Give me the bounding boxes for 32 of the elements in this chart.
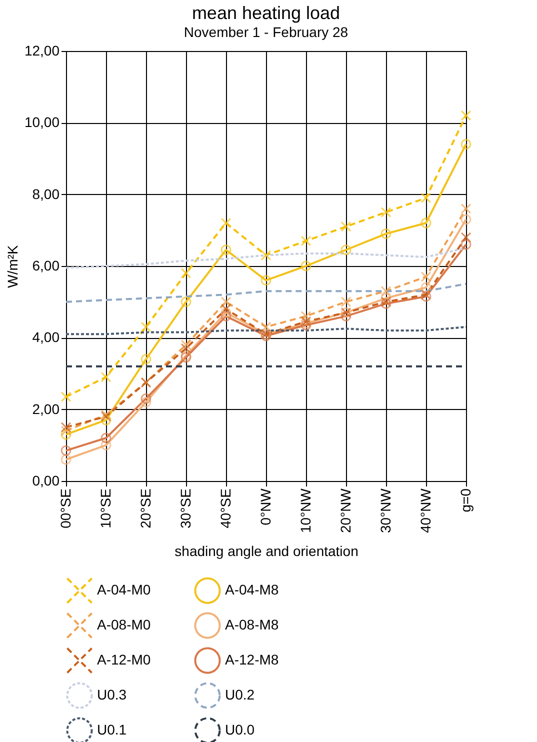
legend-label: A-12-M8	[225, 652, 279, 668]
legend-label: A-08-M0	[97, 616, 151, 632]
x-tick-label: 10°SE	[98, 488, 114, 528]
legend-label: A-12-M0	[97, 652, 151, 668]
legend-label: A-04-M8	[225, 582, 279, 598]
y-tick-label: 2,00	[32, 400, 60, 417]
x-tick-label: 0°NW	[258, 488, 274, 526]
chart-title: mean heating load	[192, 3, 340, 23]
x-tick-label: 40°SE	[218, 488, 234, 528]
x-tick-label: g=0	[458, 488, 474, 512]
x-tick-label: 30°SE	[178, 488, 194, 528]
x-tick-label: 00°SE	[58, 488, 74, 528]
y-tick-label: 8,00	[32, 186, 60, 202]
legend-label: A-08-M8	[225, 616, 279, 632]
y-tick-label: 6,00	[32, 258, 60, 274]
legend-label: U0.1	[97, 722, 127, 738]
x-tick-label: 20°NW	[338, 488, 354, 533]
legend-label: A-04-M0	[97, 582, 151, 598]
chart-subtitle: November 1 - February 28	[184, 24, 348, 40]
legend-label: U0.3	[97, 686, 127, 702]
x-tick-label: 20°SE	[138, 488, 154, 528]
y-tick-label: 12,00	[24, 42, 60, 58]
y-tick-label: 10,00	[24, 114, 60, 130]
legend-label: U0.2	[225, 686, 255, 702]
y-tick-label: 4,00	[32, 329, 60, 346]
y-tick-label: 0,00	[32, 472, 60, 488]
x-tick-label: 30°NW	[378, 488, 394, 533]
x-tick-label: 40°NW	[418, 488, 434, 533]
x-tick-label: 10°NW	[298, 488, 314, 533]
legend-label: U0.0	[225, 722, 255, 738]
y-axis-title: W/m²K	[4, 244, 20, 288]
x-axis-title: shading angle and orientation	[174, 542, 358, 559]
